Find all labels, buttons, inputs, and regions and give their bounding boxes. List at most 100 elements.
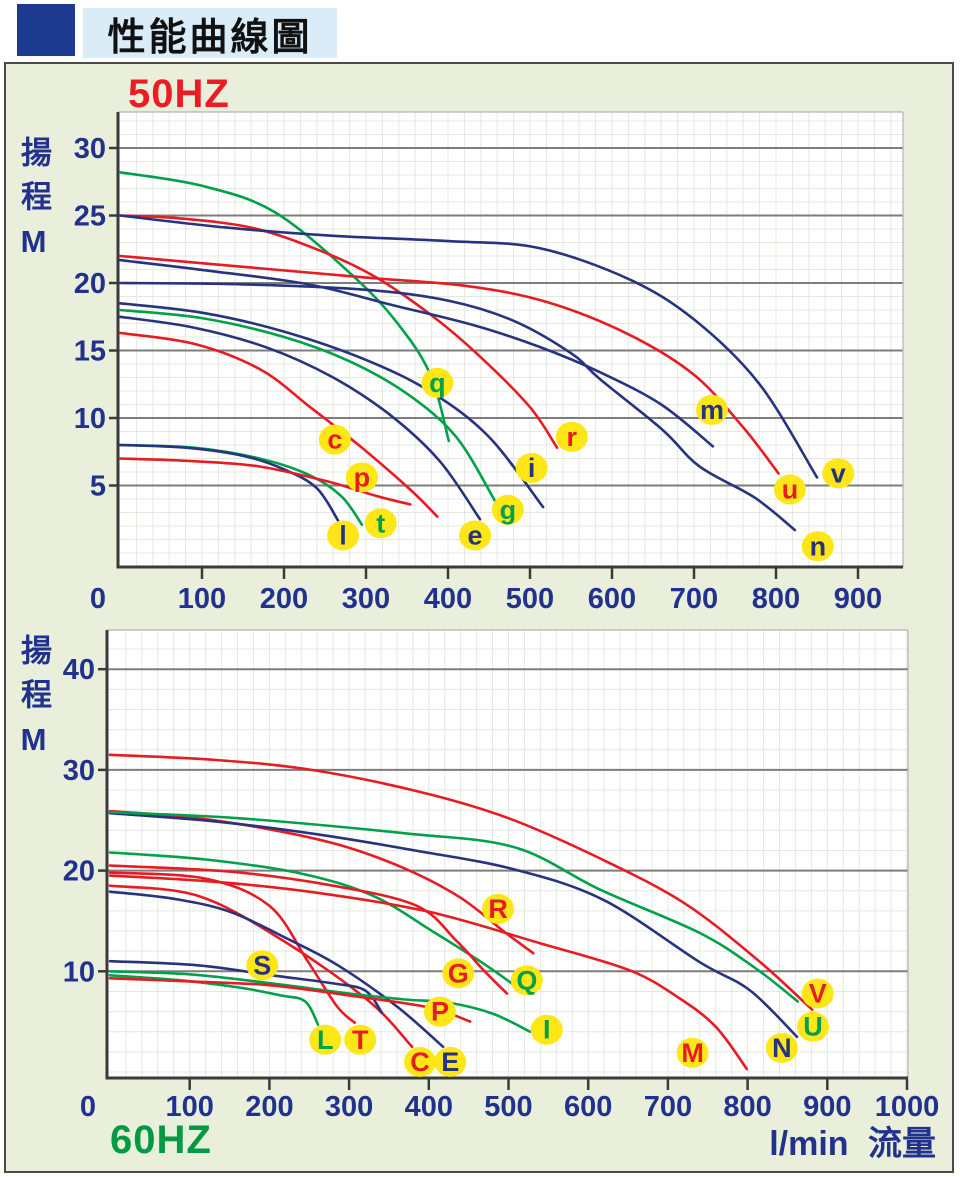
- plot-area: [118, 112, 903, 567]
- curve-label-P: P: [423, 996, 456, 1027]
- curve-label-letter: M: [681, 1038, 704, 1068]
- curve-label-q: q: [421, 367, 454, 398]
- curve-label-M: M: [676, 1037, 709, 1068]
- curve-label-circle: [515, 452, 548, 483]
- curve-V: [108, 753, 814, 1011]
- curve-label-circle: [801, 978, 834, 1009]
- y-tick-label: 20: [74, 268, 106, 300]
- curve-N: [108, 811, 799, 1039]
- curve-label-circle: [765, 1032, 798, 1063]
- x-tick-label: 400: [405, 1091, 453, 1123]
- x-tick-label: 600: [588, 583, 636, 615]
- curve-label-circle: [822, 458, 855, 489]
- curve-label-circle: [459, 520, 492, 551]
- curve-label-r: r: [555, 421, 588, 452]
- chart-50HZ: 30 25 20 15 10 5 0 100 200 300 400 500 600 700 800 900 q…: [74, 111, 904, 615]
- x-tick-label: 0: [80, 1091, 96, 1123]
- curve-l: [118, 443, 340, 522]
- curve-i: [118, 302, 545, 509]
- x-tick-label: 100: [166, 1091, 214, 1123]
- curve-label-c: c: [318, 424, 351, 455]
- curve-label-letter: i: [528, 453, 536, 483]
- chart-panel: 30 25 20 15 10 5 0 100 200 300 400 500 600 700 800 900 q…: [4, 62, 954, 1173]
- x-tick-label: 700: [644, 1091, 692, 1123]
- curve-label-circle: [491, 494, 524, 525]
- x-tick-label: 100: [178, 583, 226, 615]
- plot-area: [107, 630, 908, 1078]
- y-tick-label: 10: [74, 403, 106, 435]
- curve-label-letter: r: [567, 422, 578, 452]
- curve-m: [118, 258, 715, 448]
- x-tick-label: 300: [325, 1091, 373, 1123]
- curve-label-N: N: [765, 1032, 798, 1063]
- curve-n: [118, 281, 797, 532]
- curve-g: [118, 308, 496, 502]
- curve-label-circle: [555, 421, 588, 452]
- x-tick-label: 500: [484, 1091, 532, 1123]
- curve-label-n: n: [801, 531, 834, 562]
- y-tick-label: 30: [63, 755, 95, 787]
- curve-label-circle: [421, 367, 454, 398]
- curve-label-letter: u: [782, 475, 799, 505]
- frequency-label-50hz: 50HZ: [128, 72, 230, 116]
- x-tick-label: 700: [670, 583, 718, 615]
- curve-label-letter: G: [448, 958, 469, 988]
- x-tick-label: 900: [803, 1091, 851, 1123]
- curve-U: [108, 810, 800, 1003]
- curve-label-circle: [423, 996, 456, 1027]
- curve-label-T: T: [344, 1024, 377, 1055]
- curve-label-letter: l: [339, 520, 347, 550]
- curve-label-circle: [482, 893, 515, 924]
- page-title: 性能曲線圖: [107, 16, 313, 59]
- curve-label-i: i: [515, 452, 548, 483]
- x-tick-label: 0: [90, 583, 106, 615]
- curve-R: [108, 809, 535, 955]
- curve-label-circle: [510, 965, 543, 996]
- x-tick-label: 1000: [875, 1091, 940, 1123]
- y-axis-label-bottom: 揚程M: [16, 634, 51, 770]
- curve-label-Q: Q: [510, 965, 543, 996]
- curve-r: [118, 214, 559, 449]
- curve-label-letter: Q: [516, 965, 537, 995]
- curve-label-letter: I: [543, 1015, 551, 1045]
- curve-label-circle: [796, 1011, 829, 1042]
- curve-label-circle: [318, 424, 351, 455]
- curve-label-letter: t: [376, 508, 385, 538]
- curve-label-g: g: [491, 494, 524, 525]
- curve-label-V: V: [801, 978, 834, 1009]
- curve-label-L: L: [309, 1024, 342, 1055]
- curve-label-circle: [246, 950, 279, 981]
- curve-label-letter: q: [429, 368, 446, 398]
- y-tick-label: 40: [63, 654, 95, 686]
- curve-label-letter: R: [488, 894, 508, 924]
- x-tick-label: 300: [342, 583, 390, 615]
- y-tick-label: 30: [74, 133, 106, 165]
- curve-label-letter: g: [500, 495, 517, 525]
- x-tick-label: 200: [245, 1091, 293, 1123]
- x-tick-label: 500: [506, 583, 554, 615]
- curve-e: [118, 315, 482, 521]
- curve-label-u: u: [773, 474, 806, 505]
- x-tick-label: 900: [834, 583, 882, 615]
- curve-label-l: l: [327, 520, 360, 551]
- curve-label-e: e: [459, 520, 492, 551]
- curve-label-circle: [404, 1046, 437, 1077]
- x-axis-unit-cn: 流量: [868, 1125, 936, 1163]
- x-axis-unit-label: l/min 流量: [769, 1116, 936, 1165]
- curve-label-S: S: [246, 950, 279, 981]
- curve-label-circle: [773, 474, 806, 505]
- y-tick-label: 20: [63, 856, 95, 888]
- curve-label-letter: U: [803, 1012, 823, 1042]
- curve-label-circle: [364, 508, 397, 539]
- curve-label-letter: n: [810, 531, 827, 561]
- header-strip: 性能曲線圖: [83, 8, 337, 59]
- curve-E: [108, 890, 445, 1049]
- curve-label-letter: N: [772, 1033, 792, 1063]
- x-tick-label: 800: [723, 1091, 771, 1123]
- curve-label-p: p: [345, 462, 378, 493]
- curve-label-circle: [309, 1024, 342, 1055]
- header-accent-square: [17, 4, 75, 56]
- curve-S: [108, 959, 384, 1014]
